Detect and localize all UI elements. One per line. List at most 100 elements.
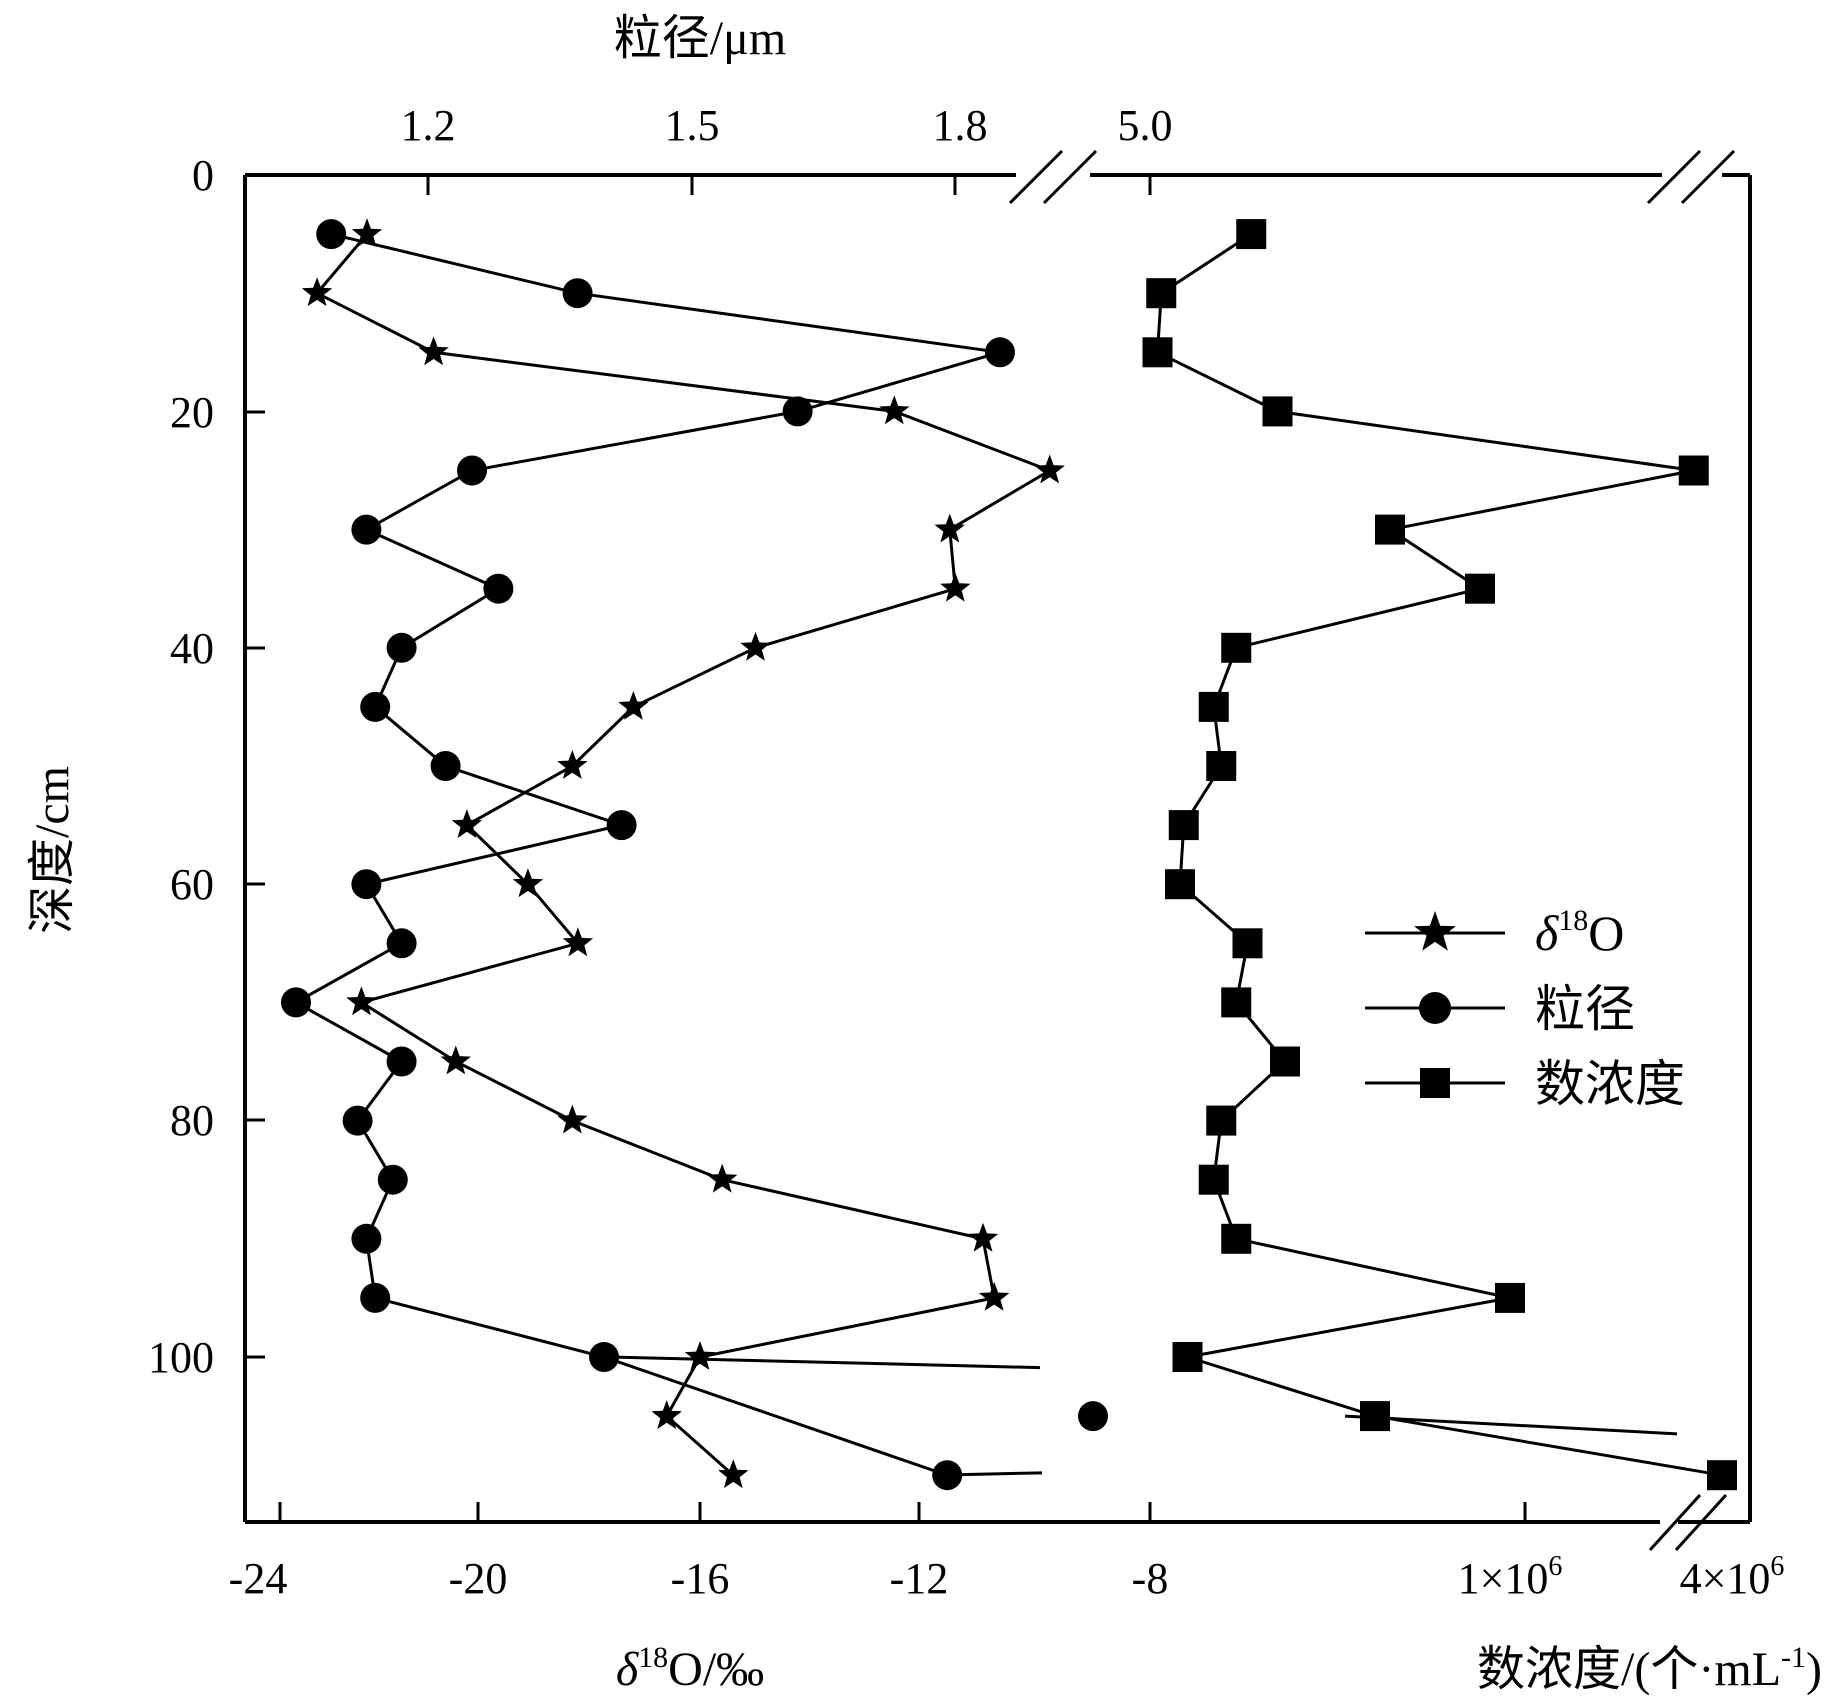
top-right-break-line-b xyxy=(1680,149,1736,205)
grain-point xyxy=(377,1164,408,1195)
grain-offscale xyxy=(609,1355,1108,1477)
grain-point xyxy=(1078,1401,1108,1432)
x-tick-label-1e6: 1×106 xyxy=(1458,1551,1563,1603)
grain-point xyxy=(316,219,347,250)
top-tick-label-1.5: 1.5 xyxy=(665,101,720,150)
grain-point xyxy=(457,455,487,486)
d18o-point xyxy=(557,750,588,779)
d18o-point xyxy=(718,1459,749,1489)
grain-point xyxy=(342,1105,373,1136)
x-axis-title: δ18O/‰ xyxy=(616,1641,764,1696)
d18o-point xyxy=(967,1222,999,1252)
conc-point xyxy=(1198,691,1229,722)
top-break-line-a xyxy=(1008,149,1064,205)
d18o-point xyxy=(351,218,383,247)
top-tick-label-5.0: 5.0 xyxy=(1118,101,1173,150)
d18o-point xyxy=(684,1341,716,1370)
x-tick-label--12: -12 xyxy=(890,1554,949,1603)
conc-point xyxy=(1206,751,1237,781)
y-axis-title: 深度/cm xyxy=(26,766,79,934)
d18o-point xyxy=(562,927,594,957)
axis-breaks xyxy=(1008,149,1736,1552)
d18o-point xyxy=(440,1045,471,1075)
top-break-line-b xyxy=(1042,149,1098,205)
conc-point xyxy=(1172,1342,1203,1372)
d18o-point xyxy=(301,277,333,307)
bottom-right-break-line-b xyxy=(1674,1493,1728,1552)
top-tick-label-1.2: 1.2 xyxy=(401,101,456,150)
y-tick-label-100: 100 xyxy=(148,1333,214,1382)
y-axis-ticks xyxy=(245,173,265,1359)
conc-break-line xyxy=(1344,1414,1678,1436)
d18o-point xyxy=(618,690,649,720)
conc-point xyxy=(1221,987,1252,1018)
bottom-right-break-line-a xyxy=(1648,1493,1702,1552)
legend-label-grain: 粒径 xyxy=(1535,981,1635,1037)
conc-point xyxy=(1678,455,1709,486)
series-d18o xyxy=(301,218,1065,1489)
y-tick-label-40: 40 xyxy=(170,624,214,673)
conc-point xyxy=(1168,810,1199,841)
conc-point xyxy=(1198,1164,1229,1195)
x-axis-labels: -24 -20 -16 -12 -8 xyxy=(229,1554,1169,1603)
conc-point xyxy=(1165,869,1195,900)
grain-point xyxy=(782,396,813,427)
x-axis-ticks xyxy=(278,1502,1527,1522)
legend-marker-circle xyxy=(1419,992,1451,1024)
conc-point xyxy=(1221,632,1252,663)
grain-point xyxy=(985,337,1015,368)
legend-item-grain: 粒径 xyxy=(1365,981,1635,1037)
d18o-point xyxy=(978,1281,1010,1311)
d18o-point xyxy=(451,809,483,838)
grain-point xyxy=(386,928,417,959)
series-layer xyxy=(281,218,1737,1491)
conc-point xyxy=(1142,337,1173,368)
top-axis-labels: 1.2 1.5 1.8 5.0 xyxy=(401,101,1173,150)
y-tick-label-20: 20 xyxy=(170,388,214,437)
d18o-point xyxy=(740,631,771,661)
plot-frame xyxy=(243,173,1752,1524)
top-right-break-line-a xyxy=(1646,149,1702,205)
grain-break-line-upper xyxy=(609,1355,1041,1370)
legend: δ18O 粒径 数浓度 xyxy=(1365,904,1685,1112)
conc-point xyxy=(1236,219,1267,250)
grain-point xyxy=(386,1046,417,1077)
grain-point xyxy=(351,869,382,900)
top-tick-label-1.8: 1.8 xyxy=(933,101,988,150)
series-line-conc xyxy=(1155,232,1723,1477)
y-axis-labels: 0 20 40 60 80 100 xyxy=(148,151,214,1382)
x-tick-label--8: -8 xyxy=(1132,1554,1169,1603)
grain-point xyxy=(606,810,637,841)
series-line-d18o xyxy=(314,233,1054,1477)
d18o-point xyxy=(512,868,544,898)
legend-item-d18o: δ18O xyxy=(1365,904,1624,961)
grain-point xyxy=(281,987,311,1018)
series-conc xyxy=(1142,219,1737,1491)
d18o-point xyxy=(707,1163,738,1193)
top-axis-title: 粒径/μm xyxy=(614,12,786,65)
top-axis-ticks xyxy=(426,175,1152,195)
d18o-point xyxy=(418,336,449,366)
y-tick-label-60: 60 xyxy=(170,860,214,909)
series-line-grain xyxy=(292,232,1001,1477)
x-tick-label--24: -24 xyxy=(229,1554,288,1603)
grain-point xyxy=(351,1223,382,1254)
grain-break-line-lower xyxy=(933,1471,1043,1477)
conc-point xyxy=(1221,1223,1252,1254)
legend-marker-star xyxy=(1414,911,1456,951)
conc-point xyxy=(1232,928,1263,959)
y-tick-label-0: 0 xyxy=(192,151,214,200)
x-tick-label--16: -16 xyxy=(671,1554,730,1603)
legend-item-conc: 数浓度 xyxy=(1365,1056,1685,1112)
grain-point xyxy=(386,632,417,663)
x-tick-label-4e6: 4×106 xyxy=(1680,1551,1785,1603)
d18o-point xyxy=(346,986,377,1016)
grain-point xyxy=(360,1282,391,1313)
grain-point xyxy=(430,751,461,781)
d18o-point xyxy=(557,1104,588,1134)
grain-point xyxy=(360,691,391,722)
d18o-point xyxy=(879,395,910,425)
d18o-point xyxy=(651,1400,682,1429)
conc-point xyxy=(1707,1460,1737,1491)
